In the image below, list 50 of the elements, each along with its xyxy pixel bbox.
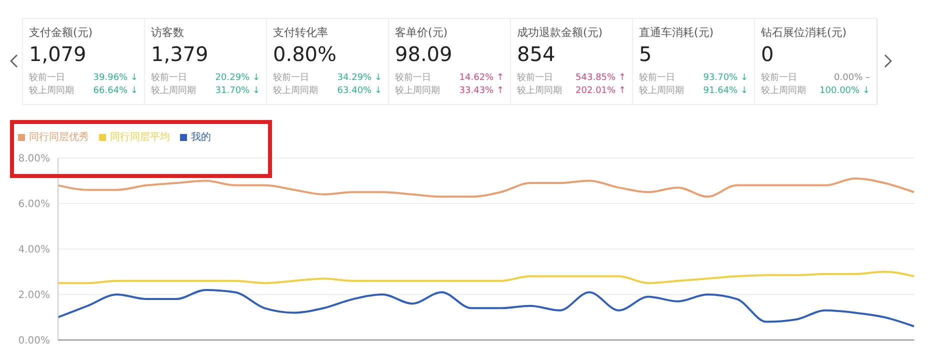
text: 1,379 <box>151 42 210 66</box>
y-tick-label: 0.00% <box>18 336 50 344</box>
text: 较上周同期 <box>761 84 806 98</box>
legend-label: 同行同层优秀 <box>29 132 89 143</box>
text: 20.29% ↓ <box>215 72 260 84</box>
text: 较上周同期 <box>517 84 562 98</box>
text: 较前一日 <box>395 72 431 84</box>
y-tick-label: 4.00% <box>18 244 50 256</box>
text: 63.40% ↓ <box>337 84 382 98</box>
text: 较前一日 <box>151 72 187 84</box>
text: 34.29% ↓ <box>337 72 382 84</box>
text: 较上周同期 <box>29 84 74 98</box>
text: 0.00% – <box>834 72 870 84</box>
text: 直通车消耗(元) <box>639 24 715 40</box>
text: 访客数 <box>151 24 185 40</box>
text: 202.01% ↑ <box>576 84 626 98</box>
text: 854 <box>517 42 556 66</box>
text: 100.00% ↓ <box>820 84 870 98</box>
text: 较前一日 <box>761 72 797 84</box>
text: 98.09 <box>395 42 454 66</box>
text: 66.64% ↓ <box>93 84 138 98</box>
text: 较上周同期 <box>639 84 684 98</box>
y-tick-label: 2.00% <box>18 290 50 302</box>
text: 支付金额(元) <box>29 24 94 40</box>
text: 5 <box>639 42 653 66</box>
text: 较上周同期 <box>395 84 440 98</box>
text: 91.64% ↓ <box>703 84 748 98</box>
text: 较前一日 <box>273 72 309 84</box>
text: 较前一日 <box>517 72 553 84</box>
text: 0 <box>761 42 775 66</box>
text: 较前一日 <box>639 72 675 84</box>
text: 较上周同期 <box>151 84 196 98</box>
text: 较前一日 <box>29 72 65 84</box>
text: 14.62% ↑ <box>459 72 504 84</box>
text: 客单价(元) <box>395 24 449 40</box>
text: 成功退款金额(元) <box>517 24 604 40</box>
text: 31.70% ↓ <box>215 84 260 98</box>
legend-label: 我的 <box>191 132 211 143</box>
text: 1,079 <box>29 42 88 66</box>
y-tick-label: 8.00% <box>18 154 50 165</box>
text: 39.96% ↓ <box>93 72 138 84</box>
text: 较上周同期 <box>273 84 318 98</box>
text: 0.80% <box>273 42 338 66</box>
text: 93.70% ↓ <box>703 72 748 84</box>
y-tick-label: 6.00% <box>18 199 50 210</box>
text: 543.85% ↑ <box>576 72 626 84</box>
text: 支付转化率 <box>273 24 329 40</box>
legend-label: 同行同层平均 <box>110 132 170 143</box>
text: 33.43% ↑ <box>459 84 504 98</box>
text: 钻石展位消耗(元) <box>761 24 848 40</box>
